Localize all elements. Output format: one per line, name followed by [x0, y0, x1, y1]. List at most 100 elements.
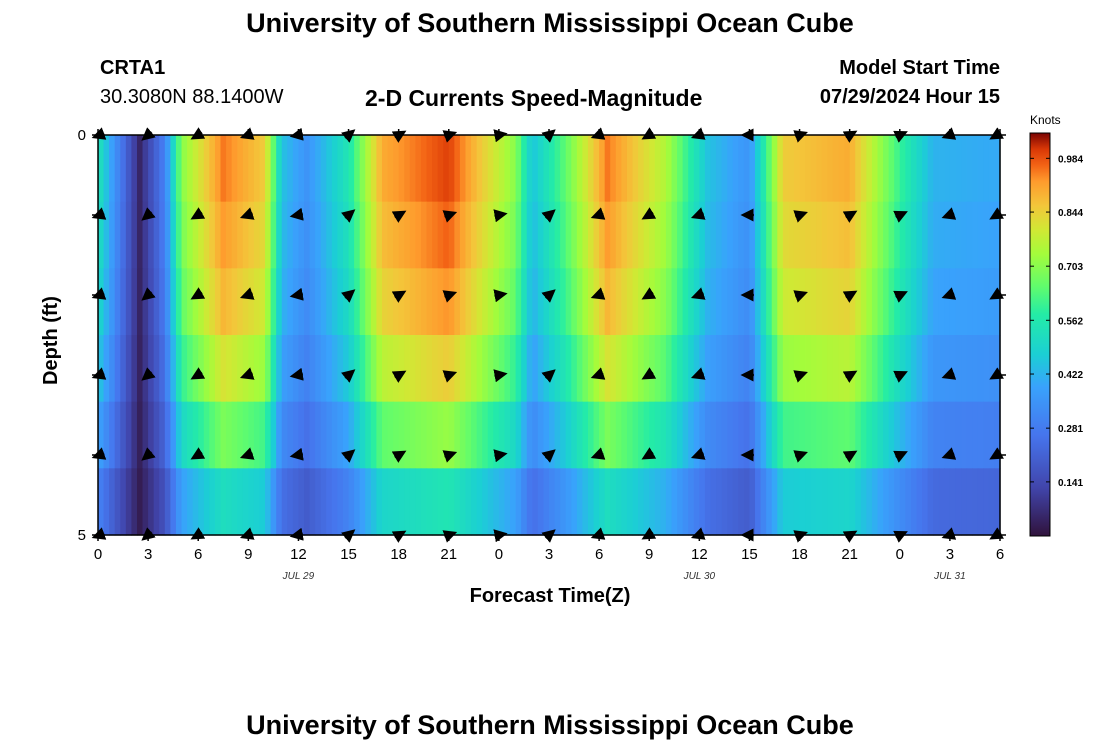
heatmap-cell [459, 401, 467, 469]
heatmap-cell [766, 135, 773, 203]
heatmap-cell [810, 468, 817, 536]
current-arrow [239, 287, 255, 300]
current-arrow [391, 370, 407, 383]
heatmap-cell [437, 401, 444, 469]
heatmap-cell [409, 468, 416, 536]
heatmap-cell [493, 268, 500, 336]
heatmap-cell [910, 268, 918, 336]
heatmap-cell [560, 201, 567, 269]
heatmap-cell [298, 468, 305, 536]
heatmap-cell [114, 335, 121, 403]
heatmap-cell [304, 401, 311, 469]
heatmap-cell [164, 335, 171, 403]
heatmap-cell [420, 401, 428, 469]
heatmap-cell [515, 135, 522, 203]
heatmap-cell [615, 135, 622, 203]
heatmap-cell [994, 135, 1001, 203]
heatmap-cell [465, 468, 472, 536]
heatmap-cell [838, 201, 845, 269]
heatmap-cell [565, 268, 572, 336]
heatmap-cell [175, 468, 183, 536]
current-arrow [341, 209, 356, 223]
heatmap-cell [103, 268, 110, 336]
heatmap-cell [688, 268, 695, 336]
footer-title: University of Southern Mississippi Ocean… [246, 710, 854, 740]
heatmap-cell [905, 135, 912, 203]
heatmap-cell [599, 135, 606, 203]
heatmap-cell [671, 268, 678, 336]
heatmap-cell [977, 401, 984, 469]
heatmap-cell [988, 401, 996, 469]
heatmap-cell [120, 335, 127, 403]
heatmap-cell [977, 201, 984, 269]
x-tick-label: 12 [691, 546, 708, 563]
heatmap-cell [432, 401, 439, 469]
heatmap-cell [521, 201, 528, 269]
heatmap-cell [860, 335, 867, 403]
heatmap-cell [404, 268, 411, 336]
heatmap-cell [677, 401, 684, 469]
current-arrow [590, 367, 606, 380]
heatmap-cell [727, 268, 734, 336]
heatmap-cell [838, 268, 845, 336]
heatmap-cell [554, 335, 561, 403]
heatmap-cell [677, 268, 684, 336]
heatmap-cell [760, 335, 767, 403]
heatmap-cell [437, 201, 444, 269]
heatmap-cell [777, 401, 784, 469]
heatmap-cell [103, 468, 110, 536]
x-tick-label: 21 [841, 546, 858, 563]
heatmap-cell [187, 268, 194, 336]
heatmap-cell [910, 135, 918, 203]
heatmap-cell [309, 135, 316, 203]
heatmap-cell [370, 268, 377, 336]
heatmap-cell [370, 201, 377, 269]
heatmap-cell [894, 135, 901, 203]
heatmap-cell [582, 468, 589, 536]
current-arrow [793, 370, 808, 383]
heatmap-cell [888, 468, 895, 536]
heatmap-cell [98, 201, 105, 269]
heatmap-cell [253, 201, 261, 269]
station-coords: 30.3080N 88.1400W [100, 86, 284, 108]
heatmap-cell [504, 135, 511, 203]
heatmap-cell [682, 135, 689, 203]
heatmap-cell [922, 268, 929, 336]
current-arrow [289, 207, 304, 221]
current-arrow [442, 290, 458, 303]
heatmap-cell [688, 335, 695, 403]
current-arrow [541, 209, 556, 223]
heatmap-cell [153, 135, 160, 203]
heatmap-cell [493, 401, 500, 469]
heatmap-cell [966, 468, 973, 536]
heatmap-cell [259, 335, 266, 403]
current-arrow [541, 369, 556, 383]
heatmap-cell [259, 268, 266, 336]
heatmap-cell [593, 201, 600, 269]
current-arrow [941, 447, 957, 460]
heatmap-cell [370, 401, 377, 469]
heatmap-cell [599, 201, 606, 269]
heatmap-cell [549, 401, 556, 469]
heatmap-cell [253, 335, 261, 403]
heatmap-cell [142, 135, 149, 203]
heatmap-cell [471, 135, 478, 203]
heatmap-cell [504, 401, 511, 469]
heatmap-cell [704, 135, 712, 203]
heatmap-cell [899, 201, 906, 269]
heatmap-cell [654, 268, 661, 336]
heatmap-cell [949, 135, 957, 203]
heatmap-cell [248, 135, 255, 203]
heatmap-cell [777, 268, 784, 336]
heatmap-cell [337, 401, 344, 469]
heatmap-cell [549, 335, 556, 403]
heatmap-cell [877, 201, 884, 269]
heatmap-cell [554, 468, 561, 536]
heatmap-cell [354, 135, 361, 203]
heatmap-cell [922, 401, 929, 469]
heatmap-cell [860, 468, 867, 536]
heatmap-cell [365, 335, 372, 403]
heatmap-cell [933, 401, 940, 469]
heatmap-cell [265, 201, 272, 269]
heatmap-cell [755, 468, 762, 536]
